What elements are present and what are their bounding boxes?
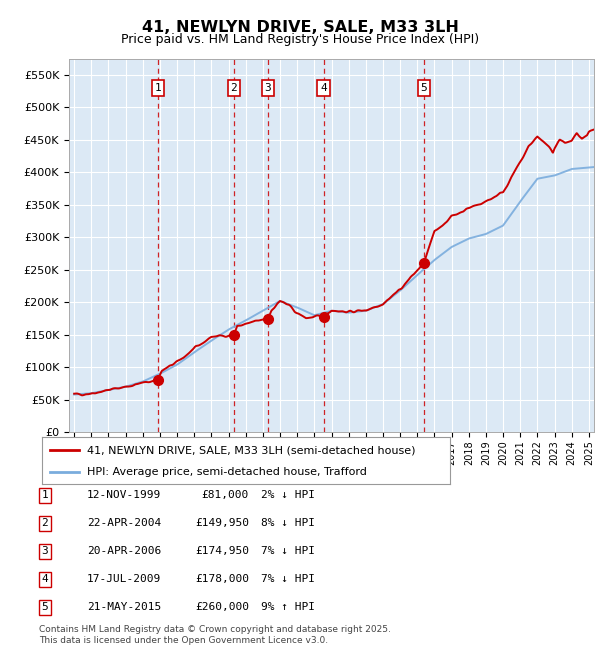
Text: 7% ↓ HPI: 7% ↓ HPI bbox=[261, 574, 315, 584]
Text: 2: 2 bbox=[41, 518, 49, 528]
Text: 5: 5 bbox=[421, 83, 427, 93]
Text: 21-MAY-2015: 21-MAY-2015 bbox=[87, 602, 161, 612]
Text: £174,950: £174,950 bbox=[195, 546, 249, 556]
Text: HPI: Average price, semi-detached house, Trafford: HPI: Average price, semi-detached house,… bbox=[87, 467, 367, 476]
Text: £260,000: £260,000 bbox=[195, 602, 249, 612]
Text: 41, NEWLYN DRIVE, SALE, M33 3LH: 41, NEWLYN DRIVE, SALE, M33 3LH bbox=[142, 20, 458, 34]
Text: 5: 5 bbox=[41, 602, 49, 612]
Text: 3: 3 bbox=[41, 546, 49, 556]
Text: £178,000: £178,000 bbox=[195, 574, 249, 584]
Text: 3: 3 bbox=[265, 83, 271, 93]
Text: Price paid vs. HM Land Registry's House Price Index (HPI): Price paid vs. HM Land Registry's House … bbox=[121, 32, 479, 46]
Text: 2% ↓ HPI: 2% ↓ HPI bbox=[261, 490, 315, 501]
Text: 1: 1 bbox=[41, 490, 49, 501]
Text: Contains HM Land Registry data © Crown copyright and database right 2025.
This d: Contains HM Land Registry data © Crown c… bbox=[39, 625, 391, 645]
Text: 12-NOV-1999: 12-NOV-1999 bbox=[87, 490, 161, 501]
Text: £81,000: £81,000 bbox=[202, 490, 249, 501]
Text: 20-APR-2006: 20-APR-2006 bbox=[87, 546, 161, 556]
Text: 1: 1 bbox=[154, 83, 161, 93]
Text: 7% ↓ HPI: 7% ↓ HPI bbox=[261, 546, 315, 556]
Text: 17-JUL-2009: 17-JUL-2009 bbox=[87, 574, 161, 584]
Text: 9% ↑ HPI: 9% ↑ HPI bbox=[261, 602, 315, 612]
Text: 2: 2 bbox=[230, 83, 237, 93]
Text: 22-APR-2004: 22-APR-2004 bbox=[87, 518, 161, 528]
Text: 8% ↓ HPI: 8% ↓ HPI bbox=[261, 518, 315, 528]
Text: 4: 4 bbox=[320, 83, 327, 93]
Text: £149,950: £149,950 bbox=[195, 518, 249, 528]
Text: 41, NEWLYN DRIVE, SALE, M33 3LH (semi-detached house): 41, NEWLYN DRIVE, SALE, M33 3LH (semi-de… bbox=[87, 445, 415, 455]
Text: 4: 4 bbox=[41, 574, 49, 584]
